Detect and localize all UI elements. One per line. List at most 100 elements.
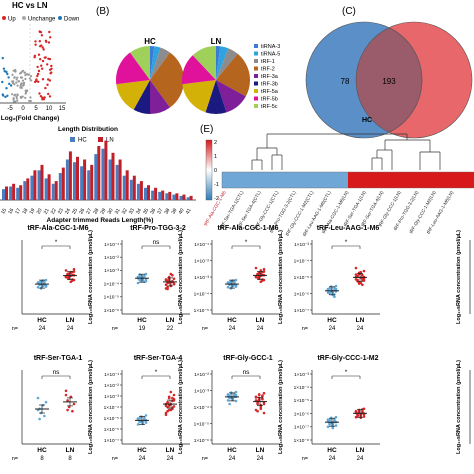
- length-bar-hc: [44, 178, 48, 200]
- heatmap-cell: [264, 180, 275, 188]
- sig-label: ns: [153, 239, 161, 246]
- scatter-category-label: LN: [356, 317, 365, 324]
- scatter-category-label: HC: [37, 317, 47, 324]
- length-bar-ln: [104, 140, 108, 200]
- volcano-point-up: [34, 43, 37, 46]
- heatmap-cell: [327, 172, 338, 180]
- scatter-y-tick-label: 1×10⁻⁶: [294, 411, 309, 417]
- length-bar-hc: [23, 181, 27, 200]
- scatter-panel: tRF-Leu-AAG-1-M6 Log₁₀sRNA concentration …: [278, 225, 380, 332]
- volcano-point-unchanged: [29, 96, 32, 99]
- volcano-point-down: [1, 56, 4, 60]
- pie-slice: [216, 46, 229, 80]
- volcano-point-unchanged: [15, 97, 18, 100]
- volcano-point-down: [7, 76, 10, 79]
- volcano-point-unchanged: [20, 76, 23, 79]
- scatter-y-tick-label: 1×10⁻⁴: [104, 281, 119, 287]
- volcano-point-unchanged: [20, 70, 23, 73]
- volcano-point-unchanged: [15, 81, 18, 84]
- scatter-panel: tRF-Gly-GCC-1 Log₁₀sRNA concentration (pm…: [178, 355, 280, 462]
- scatter-y-tick-label: 1×10⁻⁷: [294, 308, 309, 314]
- scatter-y-label: Log₁₀sRNA concentration (pmol/µL): [278, 230, 284, 324]
- panel-e-label: (E): [200, 124, 213, 135]
- scatter-y-tick-label: 1×10⁻³: [194, 275, 209, 281]
- volcano-point-unchanged: [24, 96, 27, 99]
- heatmap-cell: [243, 172, 254, 180]
- pie-slice: [205, 80, 227, 115]
- colorbar-tick: 1: [214, 154, 217, 160]
- scatter-point: [234, 399, 238, 403]
- volcano-xtick: 5: [34, 106, 38, 112]
- scatter-point: [354, 409, 358, 413]
- scatter-y-tick-label: 1×10⁻⁸: [294, 438, 309, 444]
- pie-slice: [182, 55, 216, 85]
- length-bar-ln: [5, 186, 8, 200]
- volcano-xtick: 0: [21, 106, 25, 112]
- scatter-y-tick-label: 1×10⁻⁵: [104, 416, 119, 422]
- volcano-point-unchanged: [24, 77, 27, 81]
- length-bar-hc: [58, 173, 62, 200]
- scatter-point: [64, 269, 68, 272]
- venn-hc-count: 78: [341, 77, 350, 86]
- scatter-y-tick-label: 1×10⁻⁵: [294, 398, 309, 404]
- scatter-point: [136, 417, 140, 420]
- scatter-n-value: 8: [68, 456, 72, 462]
- scatter-point: [136, 281, 140, 285]
- scatter-point: [44, 284, 48, 287]
- pie-legend-label: tRF-5a: [261, 89, 279, 95]
- scatter-n-value: 24: [67, 326, 74, 332]
- volcano-point-up: [46, 83, 49, 87]
- pie-slice: [133, 80, 150, 114]
- volcano-point-up: [48, 30, 51, 34]
- volcano-xtick: -5: [7, 106, 13, 112]
- heatmap-cell: [285, 180, 296, 188]
- volcano-point-up: [43, 96, 46, 99]
- scatter-y-label: Log₁₀sRNA concentration (pmol/µL): [88, 230, 94, 324]
- length-bar-ln: [111, 152, 115, 201]
- volcano-xtick: 10: [46, 106, 53, 112]
- scatter-point: [66, 408, 69, 412]
- length-bar-ln: [189, 195, 193, 200]
- heatmap-cell: [316, 180, 327, 188]
- volcano-point-unchanged: [12, 98, 15, 101]
- length-x-tick: 31: [114, 207, 122, 215]
- length-x-tick: 40: [178, 207, 186, 215]
- heatmap-cell: [264, 172, 275, 180]
- scatter-point: [262, 267, 266, 271]
- volcano-point-up: [41, 59, 45, 63]
- length-dist-title: Length Distribution: [58, 126, 118, 133]
- pie-hc-title: HC: [144, 37, 156, 46]
- volcano-point-unchanged: [28, 99, 31, 103]
- length-bar-hc: [108, 159, 112, 200]
- scatter-n-label: n=: [12, 326, 18, 332]
- pie-ln: [182, 46, 250, 115]
- length-x-tick: 38: [163, 207, 171, 215]
- length-bar-ln: [26, 178, 30, 200]
- length-x-tick: 21: [43, 207, 51, 215]
- length-bar-hc: [94, 154, 98, 200]
- scatter-point: [326, 425, 330, 429]
- scatter-point: [328, 423, 331, 426]
- panel-c-label: (C): [342, 6, 356, 17]
- venn-overlap-count: 193: [382, 77, 396, 86]
- pie-legend-label: tiRNA-5: [261, 52, 280, 58]
- length-x-tick: 20: [36, 207, 44, 215]
- length-bar-ln: [19, 185, 23, 201]
- length-bar-ln: [154, 187, 158, 200]
- sig-label: *: [155, 369, 158, 376]
- sig-label: ns: [53, 369, 61, 376]
- volcano-point-up: [37, 53, 41, 56]
- scatter-y-tick-label: 1×10⁻⁵: [294, 275, 309, 281]
- scatter-point: [67, 405, 71, 409]
- volcano-point-unchanged: [29, 99, 32, 103]
- scatter-point: [144, 279, 148, 283]
- scatter-point: [172, 277, 176, 281]
- pie-slice: [130, 46, 150, 80]
- heatmap-cell: [285, 172, 296, 180]
- scatter-point: [69, 280, 73, 284]
- length-bar-hc: [136, 183, 140, 200]
- scatter-y-tick-label: 1×10⁻⁵: [194, 308, 209, 314]
- heatmap-cell: [232, 172, 243, 180]
- scatter-point: [254, 399, 258, 402]
